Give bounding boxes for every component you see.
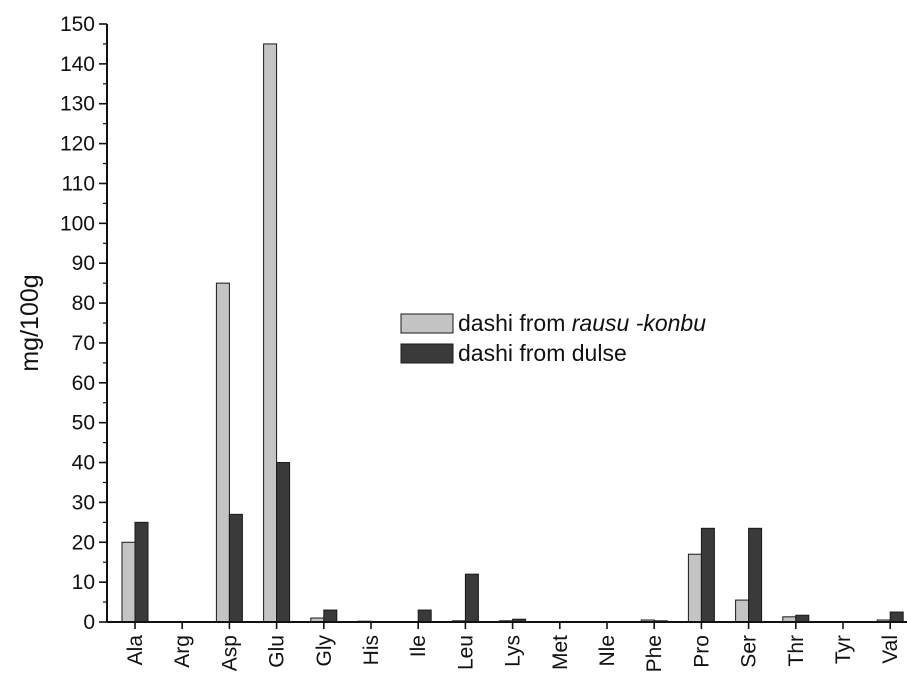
y-tick-label: 100 <box>60 212 95 235</box>
y-tick-label: 10 <box>72 571 95 594</box>
x-tick-label: Asp <box>218 635 241 671</box>
y-tick-label: 70 <box>72 332 95 355</box>
x-tick-label: Glu <box>266 635 289 668</box>
x-tick-label: Ala <box>124 635 147 666</box>
x-tick-label: Tyr <box>832 635 855 664</box>
y-tick-label: 90 <box>72 252 95 275</box>
x-tick-label: Met <box>549 635 572 670</box>
x-tick-label: Thr <box>785 635 808 667</box>
bar-rausu-konbu-ala <box>121 541 136 623</box>
x-tick-label: Arg <box>171 635 194 668</box>
bar-dulse-glu <box>276 462 291 623</box>
legend-item-dulse: dashi from dulse <box>400 340 627 366</box>
labels-layer: 0 10 20 30 40 50 60 70 80 90 100 110 120 130 140 150 Ala… <box>16 13 902 672</box>
bar-rausu-konbu-ser <box>735 599 750 623</box>
y-tick-label: 140 <box>60 53 95 76</box>
legend: dashi from rausu -konbu dashi from dulse <box>400 310 706 366</box>
y-tick-label: 40 <box>72 452 95 475</box>
bar-dulse-thr <box>795 614 810 623</box>
y-tick-label: 120 <box>60 133 95 156</box>
legend-label-prefix: dashi from <box>458 310 572 336</box>
legend-swatch <box>400 343 454 364</box>
x-tick-label: Gly <box>313 635 336 667</box>
bar-dulse-ala <box>134 521 149 623</box>
bar-dulse-val <box>889 611 904 623</box>
bar-dulse-ile <box>417 609 432 623</box>
bar-dulse-gly <box>323 609 338 623</box>
bars-layer <box>121 43 904 623</box>
legend-label: dashi from dulse <box>458 340 627 366</box>
x-tick-label: Ile <box>407 635 430 657</box>
x-tick-label: Ser <box>738 635 761 668</box>
bar-dulse-leu <box>464 573 479 623</box>
x-tick-label: Val <box>879 635 902 664</box>
bar-dulse-asp <box>228 513 243 623</box>
y-tick-label: 130 <box>60 93 95 116</box>
x-tick-label: Lys <box>502 635 525 667</box>
bar-rausu-konbu-asp <box>215 282 230 623</box>
y-tick-label: 20 <box>72 531 95 554</box>
x-tick-label: Leu <box>454 635 477 670</box>
y-tick-label: 80 <box>72 292 95 315</box>
y-tick-label: 30 <box>72 491 95 514</box>
bar-dulse-ser <box>748 527 763 623</box>
bar-rausu-konbu-pro <box>687 553 702 623</box>
axes-layer <box>99 23 907 629</box>
legend-label: dashi from rausu -konbu <box>458 310 706 336</box>
legend-item-rausu-konbu: dashi from rausu -konbu <box>400 310 706 336</box>
y-axis-title: mg/100g <box>16 274 44 371</box>
y-tick-label: 110 <box>62 172 95 195</box>
y-tick-label: 60 <box>72 372 95 395</box>
y-tick-label: 150 <box>60 13 95 36</box>
legend-swatch <box>400 313 454 334</box>
bar-rausu-konbu-glu <box>263 43 278 623</box>
y-tick-label: 0 <box>83 611 95 634</box>
x-tick-label: His <box>360 635 383 665</box>
x-tick-label: Phe <box>643 635 666 672</box>
y-tick-label: 50 <box>72 412 95 435</box>
x-tick-label: Pro <box>690 635 713 668</box>
x-tick-label: Nle <box>596 635 619 667</box>
legend-label-italic: rausu -konbu <box>572 310 706 336</box>
bar-dulse-pro <box>700 527 715 623</box>
